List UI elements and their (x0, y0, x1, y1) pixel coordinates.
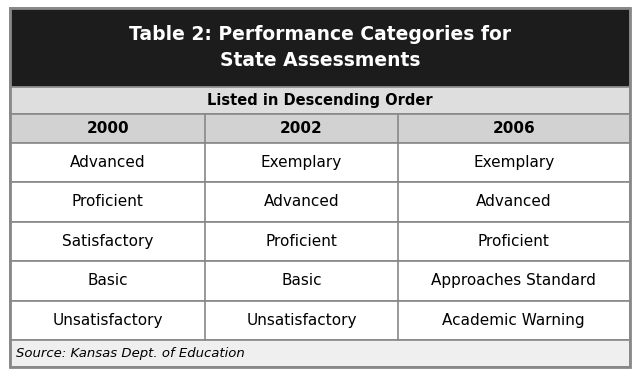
Text: Exemplary: Exemplary (260, 155, 342, 170)
Text: Advanced: Advanced (70, 155, 145, 170)
Text: Proficient: Proficient (478, 234, 550, 249)
Text: Advanced: Advanced (476, 194, 552, 209)
Text: Unsatisfactory: Unsatisfactory (246, 313, 356, 328)
Text: Unsatisfactory: Unsatisfactory (52, 313, 163, 328)
Bar (10, 8, 630, 87)
Text: Basic: Basic (87, 273, 128, 288)
Text: Exemplary: Exemplary (473, 155, 554, 170)
Bar (10, 87, 630, 114)
Text: Table 2: Performance Categories for
State Assessments: Table 2: Performance Categories for Stat… (129, 25, 511, 70)
Text: Listed in Descending Order: Listed in Descending Order (207, 93, 433, 108)
Text: Source: Kansas Dept. of Education: Source: Kansas Dept. of Education (16, 347, 244, 360)
Bar (10, 114, 630, 142)
Bar (10, 261, 630, 301)
Text: Satisfactory: Satisfactory (62, 234, 154, 249)
Bar (10, 301, 630, 340)
Text: Academic Warning: Academic Warning (442, 313, 585, 328)
Bar (10, 142, 630, 182)
Text: Advanced: Advanced (264, 194, 339, 209)
Bar (10, 182, 630, 222)
Bar (10, 222, 630, 261)
Text: Proficient: Proficient (266, 234, 337, 249)
Bar (10, 340, 630, 367)
Text: 2000: 2000 (86, 121, 129, 136)
Text: Basic: Basic (281, 273, 322, 288)
Text: Approaches Standard: Approaches Standard (431, 273, 596, 288)
Text: 2002: 2002 (280, 121, 323, 136)
Text: Proficient: Proficient (72, 194, 143, 209)
Text: 2006: 2006 (492, 121, 535, 136)
